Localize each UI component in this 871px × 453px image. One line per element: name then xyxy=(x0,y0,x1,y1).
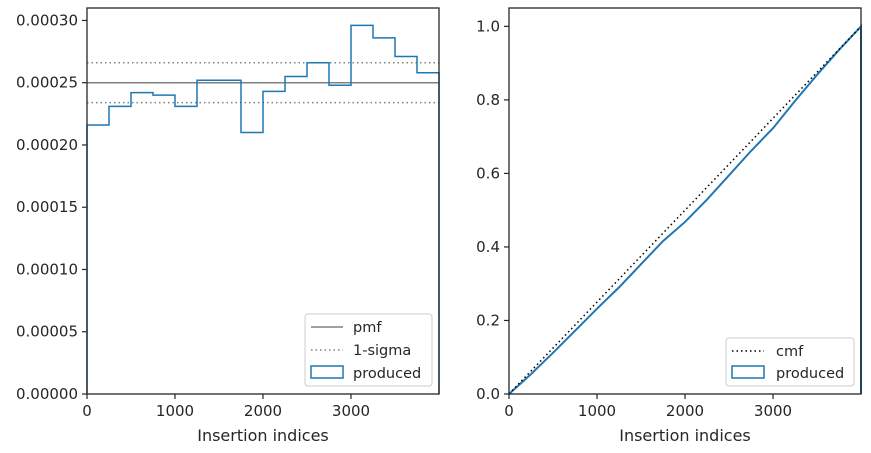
legend-produced-swatch xyxy=(310,365,344,379)
x-tick-label: 0 xyxy=(82,402,92,420)
y-tick-label: 0.00020 xyxy=(16,136,78,154)
left-legend-box xyxy=(304,313,433,387)
left-chart: 0 1000 2000 3000 0.00000 0.00005 0.00010 0.0001… xyxy=(16,7,440,445)
right-ticks: 0 1000 2000 3000 0.0 0.2 0.4 0.6 0.8 1.0 xyxy=(476,17,792,420)
legend-pmf-label: pmf xyxy=(353,320,382,336)
x-tick-label: 3000 xyxy=(754,402,792,420)
left-plot-frame xyxy=(86,7,440,395)
y-tick-label: 0.00005 xyxy=(16,323,78,341)
legend-sigma-label: 1-sigma xyxy=(353,343,411,359)
x-tick-label: 1000 xyxy=(156,402,194,420)
left-x-axis-label: Insertion indices xyxy=(197,426,329,445)
legend-cmf-label: cmf xyxy=(776,344,804,360)
y-tick-label: 0.8 xyxy=(476,91,500,109)
y-tick-label: 0.00010 xyxy=(16,260,78,278)
legend-produced-label: produced xyxy=(353,366,421,382)
x-tick-label: 0 xyxy=(504,402,514,420)
y-tick-label: 0.2 xyxy=(476,311,500,329)
y-tick-label: 1.0 xyxy=(476,17,500,35)
legend-produced-label-right: produced xyxy=(776,366,844,382)
left-ticks: 0 1000 2000 3000 0.00000 0.00005 0.00010 0.0001… xyxy=(16,11,370,420)
x-tick-label: 1000 xyxy=(578,402,616,420)
x-tick-label: 3000 xyxy=(332,402,370,420)
y-tick-label: 0.0 xyxy=(476,385,500,403)
y-tick-label: 0.6 xyxy=(476,164,500,182)
produced-cumulative-line xyxy=(508,23,862,395)
produced-histogram xyxy=(86,24,440,394)
right-legend-box xyxy=(725,337,855,387)
x-tick-label: 2000 xyxy=(244,402,282,420)
y-tick-label: 0.00015 xyxy=(16,198,78,216)
y-tick-label: 0.4 xyxy=(476,238,500,256)
right-chart: 0 1000 2000 3000 0.0 0.2 0.4 0.6 0.8 1.0 Insertio… xyxy=(476,7,862,445)
left-legend: pmf 1-sigma produced xyxy=(304,313,433,387)
right-legend: cmf produced xyxy=(725,337,855,387)
y-tick-label: 0.00025 xyxy=(16,74,78,92)
right-marks xyxy=(508,23,862,395)
right-plot-frame xyxy=(508,7,862,395)
legend-produced-swatch-right xyxy=(731,365,765,379)
y-tick-label: 0.00030 xyxy=(16,11,78,29)
left-marks xyxy=(86,24,440,394)
right-x-axis-label: Insertion indices xyxy=(619,426,751,445)
y-tick-label: 0.00000 xyxy=(16,385,78,403)
cmf-line xyxy=(508,25,862,395)
x-tick-label: 2000 xyxy=(666,402,704,420)
